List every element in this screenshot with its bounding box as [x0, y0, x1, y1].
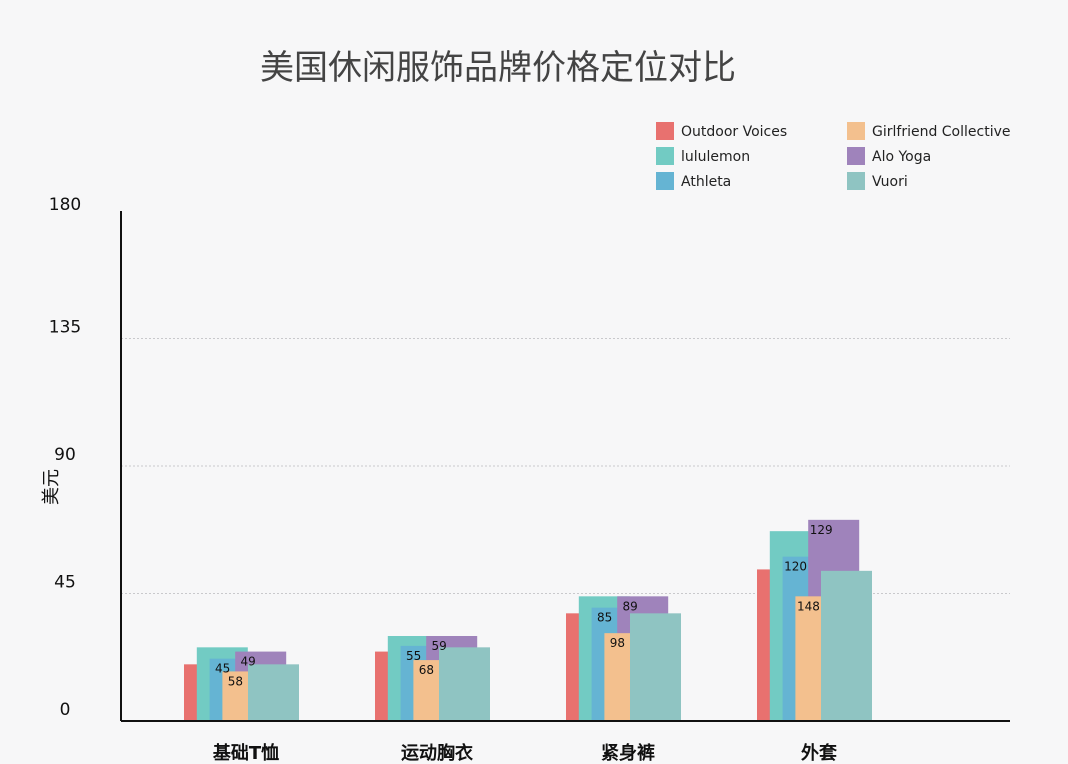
- y-tick-label: 0: [60, 700, 71, 720]
- y-tick-label: 45: [54, 573, 76, 593]
- data-label: 58: [228, 674, 243, 688]
- data-label: 148: [797, 599, 820, 613]
- legend-swatch: [847, 122, 865, 140]
- y-ticks: 0 45 90 135 180: [49, 195, 81, 720]
- data-label: 98: [610, 636, 625, 650]
- x-category-label: 运动胸衣: [401, 742, 473, 764]
- legend: Outdoor Voices lululemon Athleta Girlfriend…: [656, 122, 1011, 190]
- y-tick-label: 135: [49, 318, 81, 338]
- bars: [184, 519, 872, 721]
- legend-label: Vuori: [872, 174, 908, 190]
- legend-label: Athleta: [681, 174, 731, 190]
- chart-title: 美国休闲服饰品牌价格定位对比: [260, 48, 736, 88]
- data-label: 49: [241, 655, 256, 669]
- x-category-label: 基础T恤: [212, 742, 279, 764]
- data-label: 68: [419, 663, 434, 677]
- x-categories: 基础T恤 运动胸衣 紧身裤 外套: [212, 742, 837, 764]
- bar: [248, 664, 299, 721]
- x-category-label: 外套: [801, 742, 837, 764]
- data-label: 85: [597, 611, 612, 625]
- grid: [121, 338, 1010, 594]
- data-label: 89: [623, 599, 638, 613]
- bar: [630, 613, 681, 721]
- legend-swatch: [656, 172, 674, 190]
- data-label: 55: [406, 649, 421, 663]
- legend-label: Alo Yoga: [872, 149, 931, 165]
- legend-label: lululemon: [681, 149, 750, 165]
- y-tick-label: 180: [49, 195, 81, 215]
- data-label: 129: [810, 523, 833, 537]
- data-label: 45: [215, 662, 230, 676]
- data-label: 59: [432, 639, 447, 653]
- bar: [439, 647, 490, 721]
- legend-swatch: [847, 172, 865, 190]
- data-label: 120: [784, 560, 807, 574]
- legend-swatch: [656, 122, 674, 140]
- bar: [821, 570, 872, 721]
- legend-swatch: [847, 147, 865, 165]
- legend-swatch: [656, 147, 674, 165]
- y-axis-label: 美元: [41, 469, 62, 505]
- y-tick-label: 90: [54, 445, 76, 465]
- legend-label: Outdoor Voices: [681, 124, 787, 140]
- legend-label: Girlfriend Collective: [872, 124, 1011, 140]
- x-category-label: 紧身裤: [601, 742, 655, 764]
